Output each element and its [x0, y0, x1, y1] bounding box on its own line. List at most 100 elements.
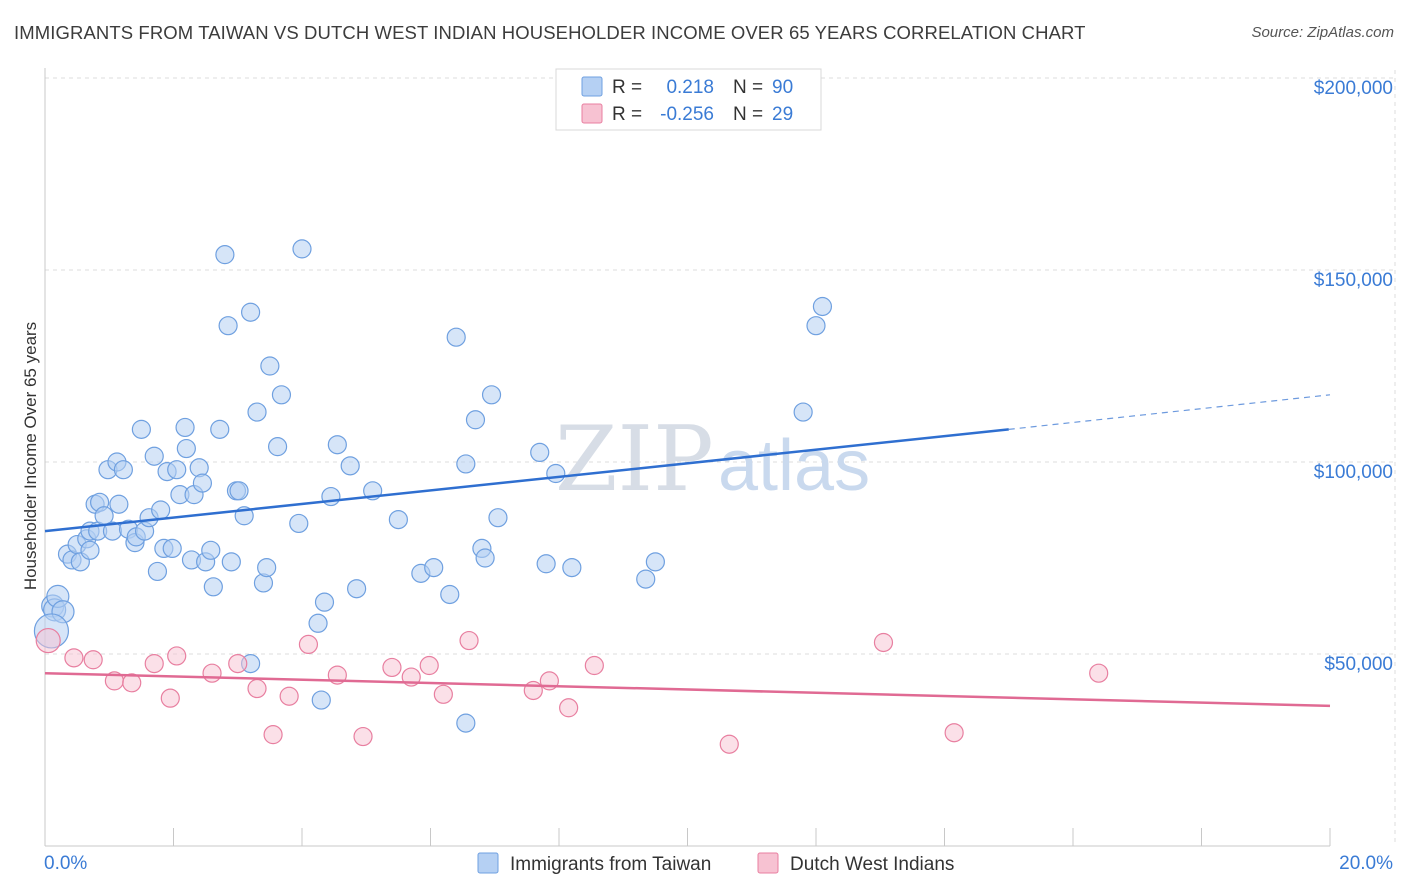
stats-n-taiwan: 90: [772, 77, 793, 98]
taiwan-point: [201, 540, 221, 560]
taiwan-point: [221, 552, 241, 572]
dutch-point: [298, 634, 319, 655]
chart-title: IMMIGRANTS FROM TAIWAN VS DUTCH WEST IND…: [14, 22, 1086, 43]
dutch-point: [35, 627, 61, 654]
stats-box: R = 0.218 N = 90 R = -0.256 N = 29: [555, 68, 822, 131]
taiwan-point: [257, 557, 277, 578]
y-tick-label-2: $150,000: [1314, 270, 1393, 291]
taiwan-point: [192, 473, 213, 493]
taiwan-point: [218, 316, 238, 336]
stats-swatch-dutch: [581, 103, 603, 124]
taiwan-point: [424, 557, 444, 578]
taiwan-point: [465, 410, 486, 430]
taiwan-point: [109, 494, 129, 514]
legend-swatch-taiwan: [477, 852, 499, 874]
dutch-point: [83, 650, 103, 670]
dutch-point: [1089, 663, 1109, 683]
dutch-point: [559, 698, 579, 718]
taiwan-point: [536, 554, 556, 574]
dutch-point: [353, 726, 373, 747]
taiwan-point: [812, 296, 833, 317]
stats-n-label-dutch: N =: [733, 104, 763, 125]
stats-swatch-taiwan: [581, 76, 603, 97]
trend-line-taiwan-extension: [1008, 394, 1331, 430]
taiwan-point: [546, 463, 566, 484]
dutch-point: [873, 632, 894, 653]
dutch-point: [228, 653, 248, 674]
taiwan-point: [147, 561, 168, 582]
taiwan-point: [203, 577, 223, 597]
taiwan-point: [210, 419, 230, 439]
legend: Immigrants from Taiwan Dutch West Indian…: [477, 852, 954, 875]
taiwan-point: [314, 592, 335, 612]
series-taiwan-points: [33, 239, 833, 733]
taiwan-point: [271, 385, 292, 405]
taiwan-point: [308, 613, 328, 633]
taiwan-point: [144, 446, 164, 466]
stats-n-dutch: 29: [772, 104, 793, 125]
taiwan-point: [488, 508, 508, 528]
taiwan-point: [636, 569, 656, 589]
source-credit: Source: ZipAtlas.com: [1251, 24, 1394, 41]
taiwan-point: [176, 438, 196, 459]
dutch-point: [419, 655, 439, 676]
dutch-point: [459, 630, 479, 651]
x-tick-label-max: 20.0%: [1339, 853, 1393, 874]
taiwan-point: [562, 557, 582, 578]
legend-swatch-dutch: [757, 852, 779, 874]
taiwan-point: [175, 417, 195, 438]
taiwan-point: [289, 513, 309, 534]
y-tick-label-0: $50,000: [1324, 654, 1393, 675]
taiwan-point: [229, 481, 249, 501]
taiwan-point: [241, 302, 261, 322]
taiwan-point: [311, 690, 331, 710]
dutch-point: [719, 734, 739, 754]
y-axis-label: Householder Income Over 65 years: [21, 322, 40, 590]
taiwan-point: [388, 509, 408, 530]
taiwan-point: [475, 548, 495, 568]
dutch-point: [523, 680, 543, 701]
y-tick-label-1: $100,000: [1314, 462, 1393, 483]
stats-r-taiwan: 0.218: [666, 77, 714, 98]
taiwan-point: [446, 327, 466, 347]
trend-line-dutch: [44, 671, 1331, 708]
trend-line-taiwan: [44, 428, 1009, 533]
trend-lines: [44, 394, 1331, 708]
dutch-point: [64, 648, 84, 668]
watermark-atlas: atlas: [718, 426, 870, 506]
dutch-point: [144, 653, 164, 674]
taiwan-point: [340, 456, 360, 476]
stats-r-label-taiwan: R =: [612, 77, 642, 98]
dutch-point: [944, 723, 964, 743]
taiwan-point: [456, 454, 476, 474]
dutch-point: [247, 678, 267, 699]
taiwan-point: [440, 584, 460, 605]
taiwan-point: [113, 460, 133, 480]
legend-label-dutch: Dutch West Indians: [790, 854, 954, 875]
x-tick-label-min: 0.0%: [44, 853, 87, 874]
dutch-point: [202, 663, 222, 683]
dutch-point: [263, 725, 283, 745]
taiwan-point: [347, 579, 367, 599]
stats-r-label-dutch: R =: [612, 104, 642, 125]
taiwan-point: [321, 486, 341, 507]
taiwan-point: [292, 239, 312, 259]
taiwan-point: [481, 385, 502, 405]
taiwan-point: [167, 460, 187, 480]
series-dutch-points: [35, 627, 1109, 754]
taiwan-point: [151, 500, 171, 520]
taiwan-point: [215, 245, 235, 265]
legend-label-taiwan: Immigrants from Taiwan: [510, 854, 711, 875]
stats-r-dutch: -0.256: [660, 104, 714, 125]
dutch-point: [122, 673, 142, 693]
taiwan-point: [530, 442, 550, 462]
watermark: ZIP atlas: [555, 407, 870, 512]
taiwan-point: [793, 402, 813, 422]
taiwan-point: [247, 402, 267, 422]
taiwan-point: [806, 316, 826, 336]
taiwan-point: [80, 540, 100, 560]
dutch-point: [382, 657, 402, 678]
taiwan-point: [645, 552, 665, 572]
dutch-point: [279, 686, 299, 706]
taiwan-point: [267, 437, 288, 457]
